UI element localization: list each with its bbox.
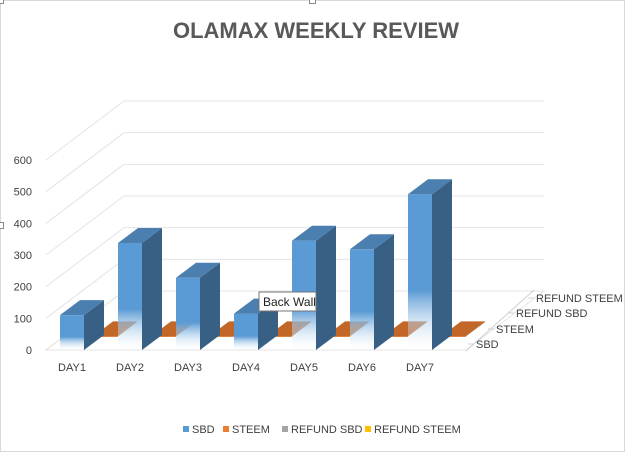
bars [60, 179, 485, 350]
legend-swatch [282, 426, 288, 432]
depth-label: REFUND SBD [516, 308, 588, 320]
legend-swatch [223, 426, 229, 432]
depth-axis-line [465, 289, 535, 352]
x-tick-label: DAY1 [58, 362, 86, 374]
legend-item[interactable]: SBD [183, 424, 215, 436]
x-axis-ticks: DAY1 DAY2 DAY3 DAY4 DAY5 DAY6 DAY7 [58, 362, 434, 374]
depth-axis-labels: SBD STEEM REFUND SBD REFUND STEEM [465, 289, 623, 352]
legend-label: REFUND STEEM [374, 424, 461, 436]
resize-handle-left[interactable] [0, 222, 4, 229]
legend-swatch [365, 426, 371, 432]
x-tick-label: DAY5 [290, 362, 318, 374]
y-tick-label: 600 [14, 155, 32, 167]
resize-handle-top-left[interactable] [0, 0, 4, 4]
x-tick-label: DAY3 [174, 362, 202, 374]
y-tick-label: 500 [14, 187, 32, 199]
y-tick-label: 200 [14, 282, 32, 294]
legend[interactable]: SBD STEEM REFUND SBD REFUND STEEM [183, 424, 461, 436]
legend-swatch [183, 426, 189, 432]
y-tick-label: 0 [26, 345, 32, 357]
bar-sbd-day3[interactable] [176, 262, 220, 350]
legend-item[interactable]: STEEM [223, 424, 270, 436]
legend-label: STEEM [232, 424, 270, 436]
legend-item[interactable]: REFUND STEEM [365, 424, 461, 436]
tooltip-text: Back Wall [263, 295, 316, 309]
x-tick-label: DAY6 [348, 362, 376, 374]
y-axis-ticks: 0 100 200 300 400 500 600 [14, 155, 32, 357]
y-tick-label: 300 [14, 250, 32, 262]
bar-sbd-day2[interactable] [118, 227, 162, 350]
legend-item[interactable]: REFUND SBD [282, 424, 363, 436]
legend-label: REFUND SBD [291, 424, 363, 436]
bar-sbd-day1[interactable] [60, 300, 104, 350]
resize-handle-top[interactable] [309, 0, 316, 4]
depth-label: SBD [476, 339, 499, 351]
y-tick-label: 100 [14, 313, 32, 325]
bar-sbd-day6[interactable] [350, 234, 394, 350]
x-tick-label: DAY2 [116, 362, 144, 374]
y-tick-label: 400 [14, 218, 32, 230]
depth-label: STEEM [496, 324, 534, 336]
depth-label: REFUND STEEM [536, 293, 623, 305]
tooltip: Back Wall [258, 291, 317, 312]
legend-label: SBD [192, 424, 215, 436]
chart-title: OLAMAX WEEKLY REVIEW [173, 18, 459, 43]
bar-sbd-day5[interactable] [292, 225, 336, 350]
x-tick-label: DAY7 [406, 362, 434, 374]
bar-sbd-day7[interactable] [408, 179, 452, 350]
x-tick-label: DAY4 [232, 362, 260, 374]
